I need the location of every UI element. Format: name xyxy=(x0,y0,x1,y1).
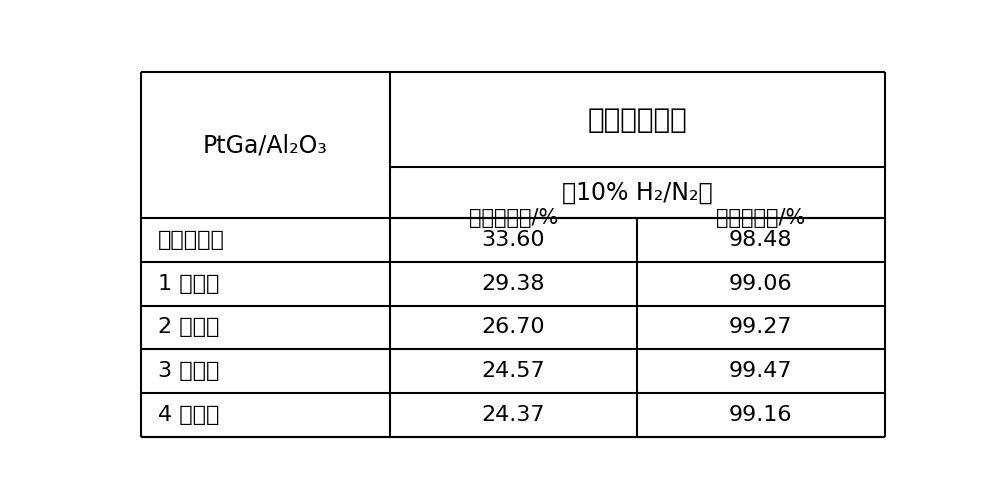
Text: 99.06: 99.06 xyxy=(729,274,793,294)
Text: 3 次再生: 3 次再生 xyxy=(158,361,219,381)
Text: 24.37: 24.37 xyxy=(482,405,545,425)
Text: 还原气氛再生: 还原气氛再生 xyxy=(587,105,687,134)
Text: 2 次再生: 2 次再生 xyxy=(158,318,219,338)
Text: 4 次再生: 4 次再生 xyxy=(158,405,219,425)
Text: PtGa/Al₂O₃: PtGa/Al₂O₃ xyxy=(203,133,328,157)
Text: 26.70: 26.70 xyxy=(482,318,545,338)
Text: 新鲜卸化剂: 新鲜卸化剂 xyxy=(158,230,224,250)
Text: 24.57: 24.57 xyxy=(482,361,545,381)
Text: 98.48: 98.48 xyxy=(729,230,793,250)
Text: 99.27: 99.27 xyxy=(729,318,793,338)
Text: 丙烯选择性/%: 丙烯选择性/% xyxy=(716,208,805,228)
Text: 丙烷转化率/%: 丙烷转化率/% xyxy=(469,208,558,228)
Text: 99.16: 99.16 xyxy=(729,405,793,425)
Text: 33.60: 33.60 xyxy=(482,230,545,250)
Text: 1 次再生: 1 次再生 xyxy=(158,274,219,294)
Text: （10% H₂/N₂）: （10% H₂/N₂） xyxy=(562,180,712,205)
Text: 29.38: 29.38 xyxy=(482,274,545,294)
Text: 99.47: 99.47 xyxy=(729,361,793,381)
